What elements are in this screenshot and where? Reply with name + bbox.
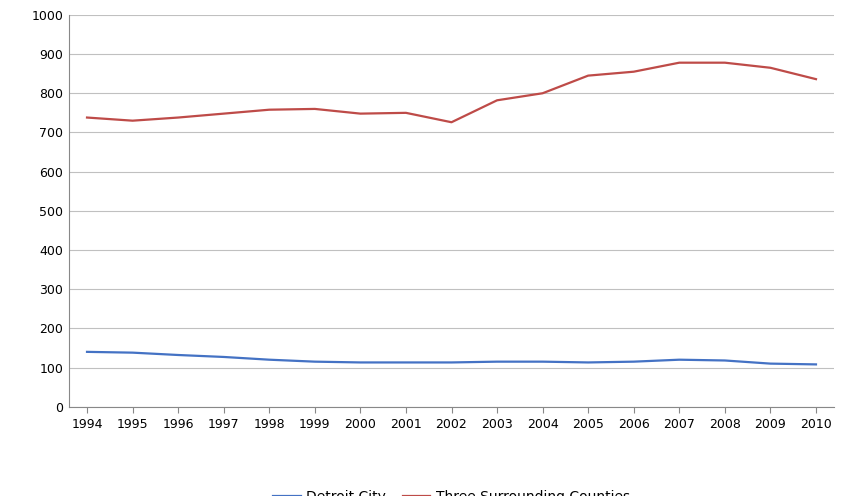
Detroit City <box>310 359 320 365</box>
Detroit City <box>811 362 821 368</box>
Three Surrounding Counties <box>82 115 92 121</box>
Detroit City <box>218 354 229 360</box>
Detroit City <box>401 360 411 366</box>
Detroit City <box>538 359 548 365</box>
Detroit City <box>446 360 457 366</box>
Three Surrounding Counties <box>218 111 229 117</box>
Three Surrounding Counties <box>674 60 685 65</box>
Detroit City <box>173 352 183 358</box>
Three Surrounding Counties <box>492 97 502 103</box>
Three Surrounding Counties <box>310 106 320 112</box>
Detroit City <box>629 359 639 365</box>
Detroit City <box>674 357 685 363</box>
Three Surrounding Counties <box>765 65 776 71</box>
Detroit City <box>492 359 502 365</box>
Detroit City <box>82 349 92 355</box>
Three Surrounding Counties <box>127 118 138 124</box>
Three Surrounding Counties <box>629 69 639 75</box>
Detroit City <box>355 360 366 366</box>
Three Surrounding Counties <box>173 115 183 121</box>
Three Surrounding Counties <box>583 72 593 78</box>
Detroit City <box>765 361 776 367</box>
Three Surrounding Counties <box>355 111 366 117</box>
Detroit City <box>264 357 274 363</box>
Legend: Detroit City, Three Surrounding Counties: Detroit City, Three Surrounding Counties <box>267 484 636 496</box>
Three Surrounding Counties <box>720 60 730 65</box>
Three Surrounding Counties <box>811 76 821 82</box>
Line: Detroit City: Detroit City <box>87 352 816 365</box>
Three Surrounding Counties <box>401 110 411 116</box>
Line: Three Surrounding Counties: Three Surrounding Counties <box>87 62 816 122</box>
Detroit City <box>127 350 138 356</box>
Three Surrounding Counties <box>538 90 548 96</box>
Three Surrounding Counties <box>264 107 274 113</box>
Detroit City <box>583 360 593 366</box>
Detroit City <box>720 358 730 364</box>
Three Surrounding Counties <box>446 119 457 125</box>
